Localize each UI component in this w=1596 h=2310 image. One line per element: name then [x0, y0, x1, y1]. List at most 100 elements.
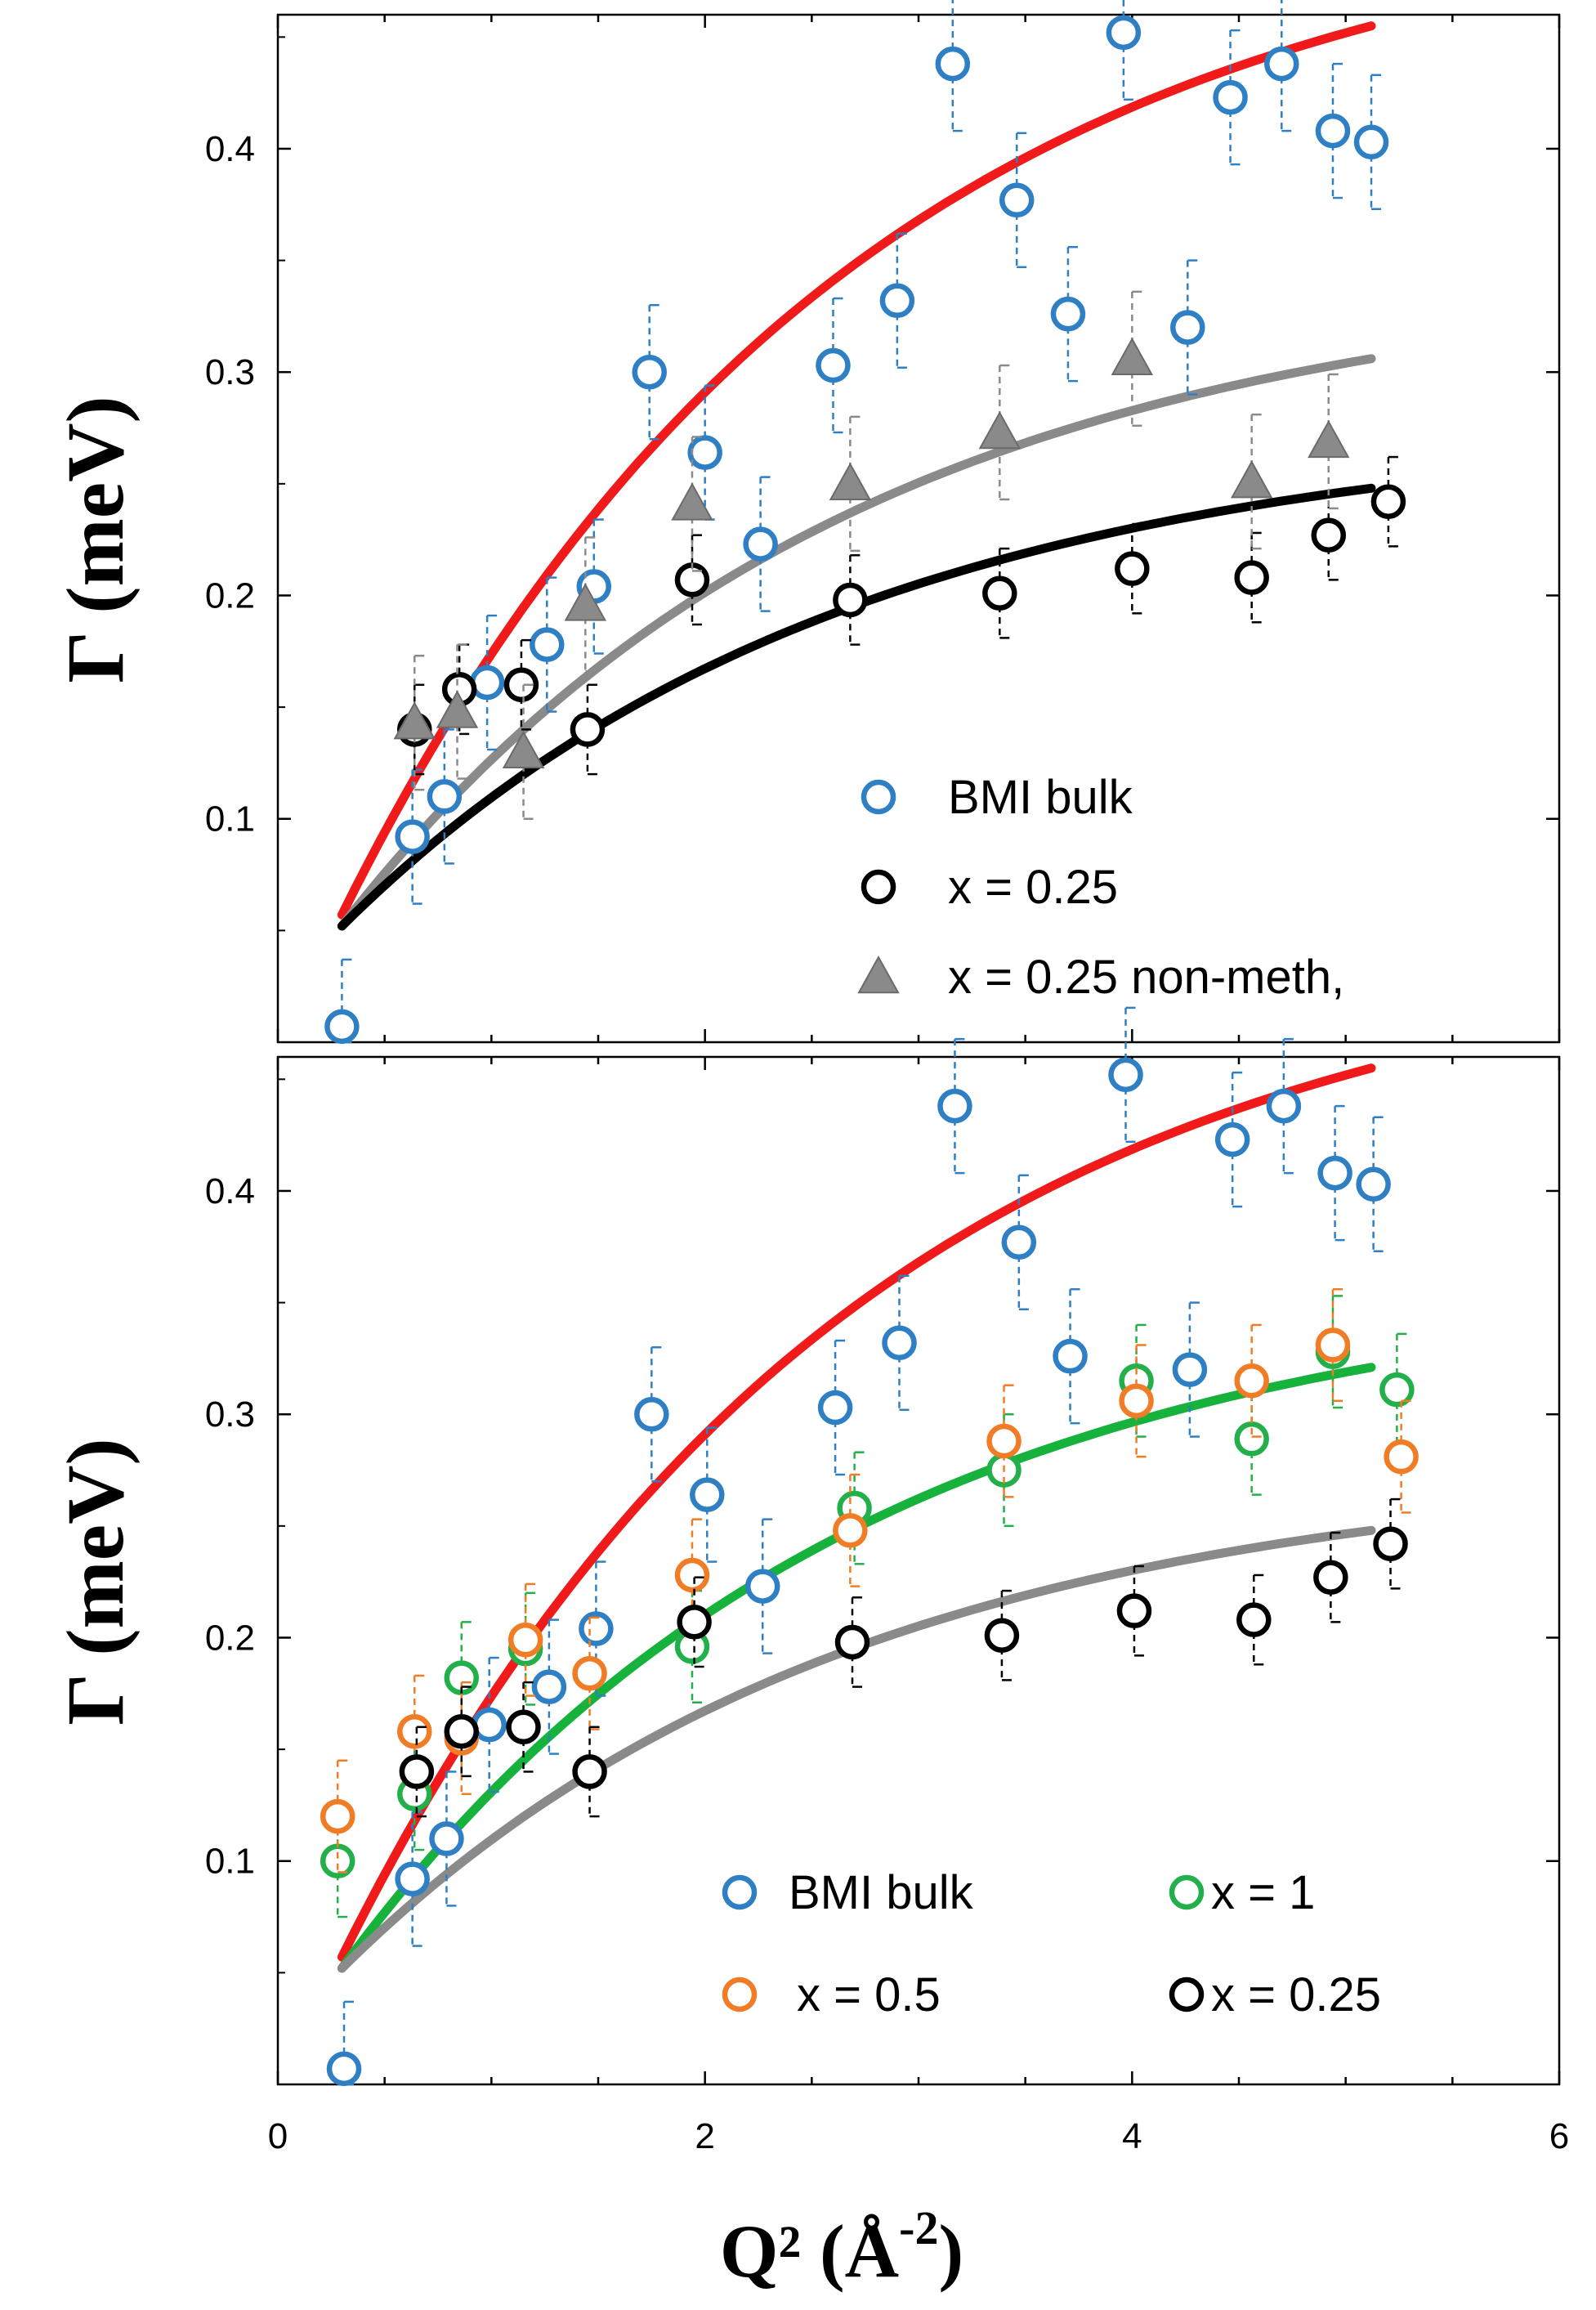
data-point [326, 2051, 362, 2087]
error-bar [1400, 1399, 1411, 1514]
error-bar [832, 297, 843, 434]
data-point [671, 482, 713, 521]
data-point [1116, 1593, 1152, 1628]
error-bar [584, 536, 596, 673]
data-point [634, 1396, 669, 1432]
error-bar [588, 1616, 600, 1730]
data-point [1356, 1166, 1391, 1202]
error-bar [1003, 1384, 1014, 1498]
data-point [1384, 1439, 1419, 1475]
legend-item: x = 1 [1169, 1866, 1315, 1919]
data-point [1370, 484, 1406, 519]
series-0 [324, 0, 1389, 1045]
error-bar [1131, 522, 1142, 615]
error-bar [761, 1518, 773, 1654]
legend-item: x = 0.25 [1169, 1968, 1381, 2021]
error-bar [1327, 373, 1339, 510]
data-point [530, 627, 565, 662]
bottom-y-axis-title: Γ (meV) [50, 1438, 141, 1725]
data-point [1315, 113, 1351, 149]
data-point [1317, 1155, 1352, 1191]
data-point [1353, 124, 1389, 160]
top-legend: BMI bulk x = 0.25 x = 0.25 non-meth, [857, 771, 1344, 1004]
x-tick-label: 6 [1549, 2116, 1569, 2156]
y-tick-label: 0.4 [205, 129, 255, 169]
bottom-data-series [320, 1006, 1419, 2087]
error-bar [415, 1726, 427, 1818]
data-point [1379, 1372, 1415, 1408]
data-point [1311, 517, 1347, 553]
error-bar [1387, 455, 1398, 548]
error-bar [595, 1560, 606, 1697]
error-bar [520, 638, 531, 731]
data-point [1111, 337, 1154, 376]
data-point [1106, 15, 1142, 51]
data-point [1170, 310, 1205, 345]
error-bar [951, 0, 963, 132]
error-bar [1017, 1174, 1029, 1311]
error-bar [548, 1618, 559, 1755]
error-bar [693, 1576, 704, 1668]
data-point [1001, 1224, 1037, 1260]
error-bar [1331, 62, 1343, 199]
data-point [743, 526, 778, 562]
data-point [1119, 1383, 1154, 1419]
data-point [632, 354, 667, 390]
data-point [429, 1821, 464, 1856]
error-bar [1389, 1497, 1401, 1590]
error-bar [1135, 1344, 1147, 1458]
error-bar [546, 576, 557, 713]
data-point [1234, 1421, 1269, 1457]
error-bar [1372, 1116, 1384, 1252]
data-point [436, 690, 479, 728]
legend-label: x = 0.25 non-meth, [948, 951, 1344, 1004]
error-bar [1231, 1071, 1243, 1208]
legend-marker [722, 1874, 758, 1910]
data-point [1308, 419, 1350, 459]
data-point [690, 1477, 725, 1512]
data-point [1213, 79, 1248, 115]
error-bar [485, 614, 498, 751]
error-bar [691, 534, 702, 626]
error-bar [336, 1759, 348, 1874]
bottom-axis-ticks: 0.1 0.2 0.3 0.4 0 2 4 6 [205, 1057, 1569, 2156]
error-bar [1250, 413, 1262, 550]
data-point [506, 1709, 541, 1745]
data-point [1234, 1363, 1269, 1399]
error-bar [1066, 245, 1078, 383]
error-bar [1124, 1006, 1136, 1144]
top-panel: 0.1 0.2 0.3 0.4 Γ (meV) BMI bulk x = 0.25 x =… [50, 0, 1561, 1045]
top-plot-frame [276, 13, 1561, 1044]
data-point [744, 1569, 780, 1604]
error-bar [522, 683, 534, 820]
legend-marker [1169, 1976, 1205, 2012]
data-point [1230, 460, 1273, 499]
error-bar [1330, 1531, 1341, 1623]
error-bar [1015, 132, 1027, 269]
top-data-series [324, 0, 1406, 1045]
error-bar [522, 1681, 534, 1773]
data-point [1172, 1352, 1208, 1387]
legend-label: x = 0.25 [948, 861, 1118, 914]
bottom-panel: 0.1 0.2 0.3 0.4 0 2 4 6 Γ (meV) BMI bulk x = 1 x … [50, 1006, 1569, 2293]
series-1 [397, 455, 1406, 776]
error-bar [1282, 1037, 1294, 1175]
error-bar [954, 1037, 965, 1175]
data-point [833, 1513, 868, 1548]
legend-label: x = 0.25 [1211, 1968, 1381, 2021]
error-bar [1253, 1574, 1264, 1666]
legend-item: BMI bulk [861, 771, 1133, 824]
error-bar [460, 1685, 472, 1778]
data-point [507, 1622, 543, 1658]
fit-curve [337, 483, 1376, 931]
data-point [531, 1669, 567, 1704]
legend-marker [722, 1976, 758, 2012]
data-point [444, 1713, 479, 1749]
error-bar [834, 1339, 846, 1476]
data-point [572, 1754, 607, 1789]
data-point [393, 701, 436, 740]
data-point [395, 1861, 430, 1896]
error-bar [588, 1726, 600, 1818]
data-point [472, 1707, 507, 1743]
